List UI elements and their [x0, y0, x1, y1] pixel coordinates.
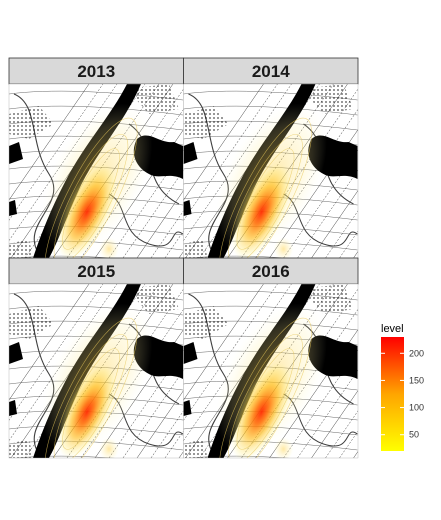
- landmass: [183, 142, 198, 164]
- facet-strip-label: 2013: [77, 62, 115, 81]
- facet-2013: 2013: [8, 57, 184, 259]
- facet-strip: [183, 57, 359, 85]
- landmass: [183, 400, 192, 416]
- density-hotspot: [58, 365, 116, 458]
- facet-2016: 2016: [183, 257, 359, 459]
- park-area: [9, 306, 54, 339]
- landmass: [183, 200, 192, 216]
- facet-strip-label: 2016: [252, 262, 290, 281]
- legend-tick-label: 50: [409, 430, 419, 440]
- landmass: [183, 342, 198, 364]
- map-panel: [9, 84, 184, 258]
- density-secondary: [273, 237, 294, 258]
- park-area: [9, 106, 54, 139]
- density-hotspot: [231, 362, 292, 458]
- density-contours: [44, 117, 138, 258]
- park-area: [301, 84, 354, 114]
- facet-strip-label: 2015: [77, 262, 115, 281]
- landmass: [9, 142, 23, 164]
- map-panel: [183, 284, 358, 458]
- density-contours: [219, 117, 312, 258]
- map-panel: [9, 284, 184, 458]
- density-hotspot: [231, 163, 292, 258]
- legend-tick-label: 150: [409, 375, 424, 385]
- park-area: [127, 284, 179, 314]
- park-area: [183, 106, 229, 139]
- density-secondary: [273, 437, 294, 458]
- density-secondary: [99, 237, 119, 258]
- legend-ticks: 50 100 150 200: [381, 348, 424, 440]
- facet-grid: 2013 2014 2015 2016: [8, 57, 359, 459]
- legend-tick-label: 100: [409, 403, 424, 413]
- park-area: [9, 239, 33, 258]
- park-area: [183, 239, 208, 258]
- facet-strip: [8, 257, 184, 285]
- park-area: [183, 439, 208, 458]
- park-area: [9, 439, 33, 458]
- legend: level 50 100 150 200: [381, 323, 424, 451]
- facet-strip-label: 2014: [252, 62, 290, 81]
- park-area: [301, 284, 354, 314]
- density-secondary: [99, 437, 119, 458]
- landmass: [9, 342, 23, 364]
- landmass: [9, 200, 17, 216]
- park-area: [183, 306, 229, 339]
- facet-2014: 2014: [183, 57, 359, 259]
- density-contours: [44, 317, 138, 458]
- landmass: [9, 400, 17, 416]
- facet-strip: [183, 257, 359, 285]
- legend-colorbar: [381, 337, 404, 451]
- density-hotspot: [57, 163, 117, 258]
- facet-2015: 2015: [8, 257, 184, 459]
- park-area: [127, 84, 179, 114]
- legend-title: level: [381, 323, 404, 335]
- facet-strip: [8, 57, 184, 85]
- map-panel: [183, 84, 358, 258]
- density-contours: [219, 317, 312, 458]
- panel-border: [183, 283, 359, 459]
- legend-tick-label: 200: [409, 348, 424, 358]
